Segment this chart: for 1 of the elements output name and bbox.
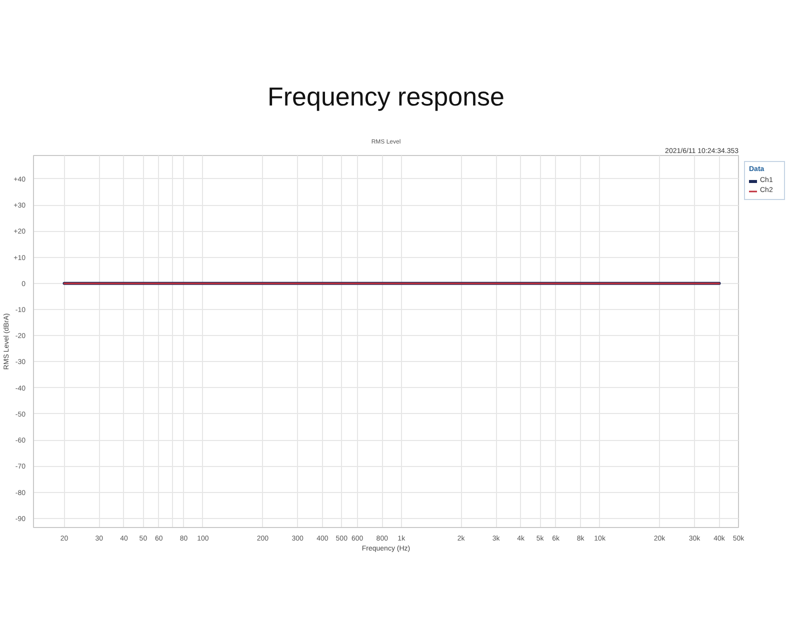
chart-title: Frequency response xyxy=(267,82,505,112)
